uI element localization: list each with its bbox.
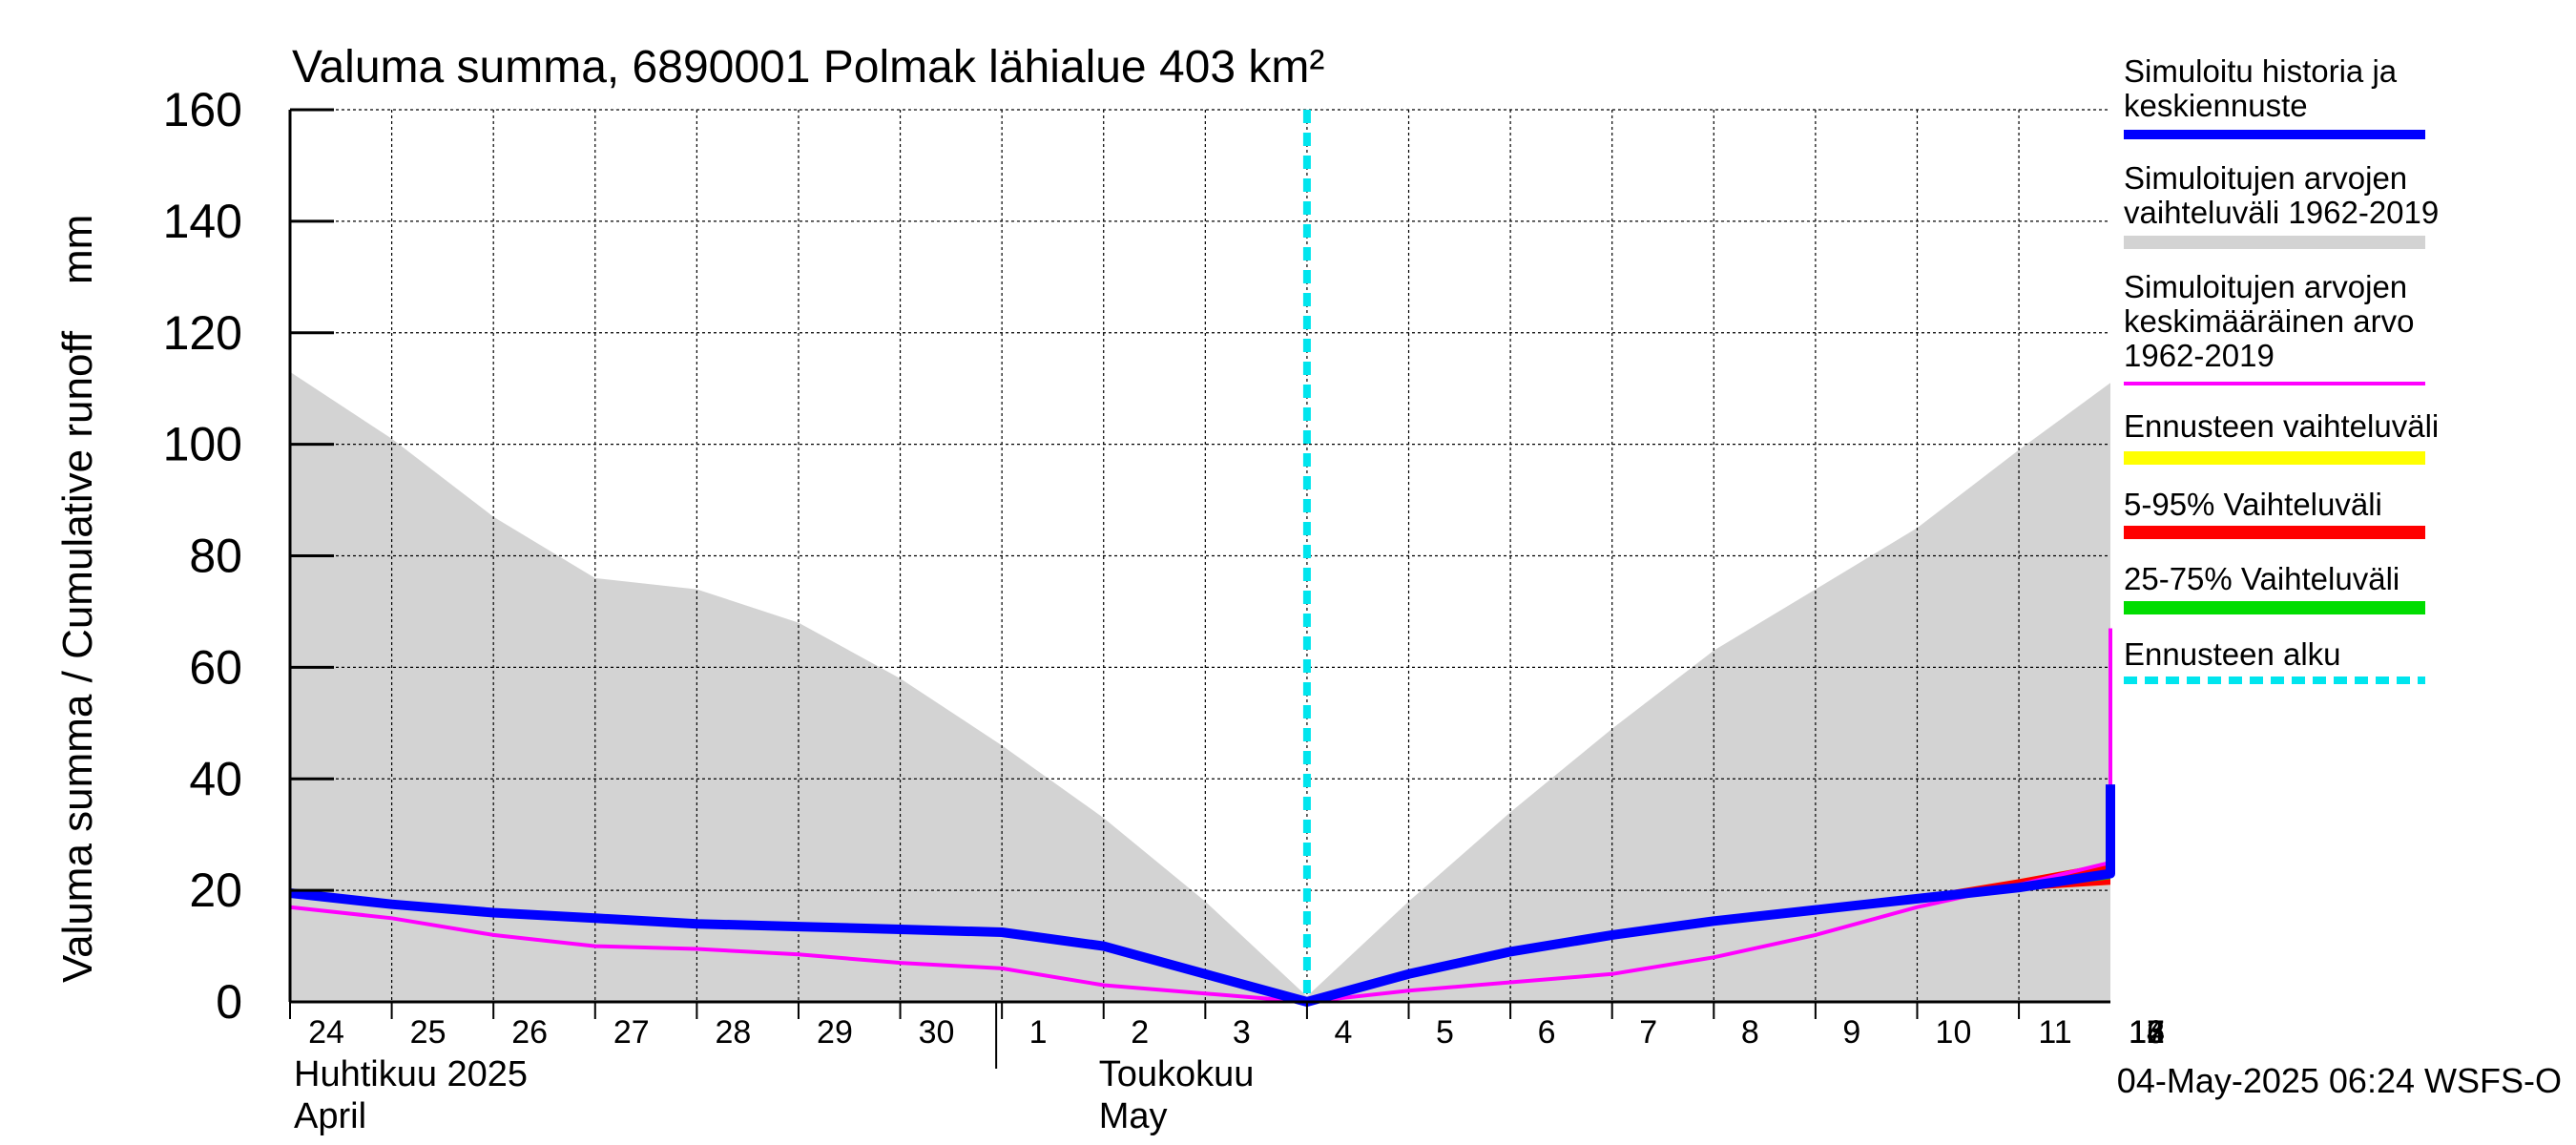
mean-line <box>289 628 2112 1005</box>
legend-label: Simuloitujen arvojen <box>2124 160 2407 196</box>
legend-entry: Ennusteen vaihteluväli <box>2124 408 2439 465</box>
legend-label: Simuloitu historia ja <box>2124 53 2398 89</box>
x-tick-label: 1 <box>1029 1014 1048 1051</box>
legend-label: 25-75% Vaihteluväli <box>2124 561 2399 596</box>
x-tick-label: 16 <box>2129 1014 2165 1051</box>
x-tick-label: 8 <box>1741 1014 1759 1051</box>
historical-range-band <box>290 187 2110 1003</box>
x-tick-label: 17 <box>2129 1014 2165 1051</box>
x-axis: 24 25 26 27 28 29 30 1 2 3 4 5 6 7 8 9 10 11 121314151617H… <box>289 1000 2165 1136</box>
x-tick-label: 13 <box>2129 1014 2165 1051</box>
y-axis: 0 20 40 60 80 100 120 140 160 <box>163 83 334 1029</box>
y-tick-label: 100 <box>163 418 242 471</box>
x-tick-label: 2 <box>1131 1014 1149 1051</box>
legend-entry: 25-75% Vaihteluväli <box>2124 561 2425 614</box>
x-tick-label: 10 <box>1936 1014 1972 1051</box>
y-tick-label: 120 <box>163 306 242 360</box>
x-tick-label: 11 <box>2038 1014 2071 1051</box>
month-label-fi: Toukokuu <box>1099 1054 1255 1094</box>
x-tick-label: 7 <box>1639 1014 1657 1051</box>
x-tick-label: 3 <box>1233 1014 1251 1051</box>
x-tick-label: 28 <box>715 1014 751 1051</box>
plot-area <box>289 109 2115 1007</box>
month-label-en: April <box>294 1096 366 1136</box>
y-tick-label: 80 <box>189 530 242 583</box>
x-tick-label: 9 <box>1842 1014 1860 1051</box>
footer-timestamp: 04-May-2025 06:24 WSFS-O <box>2117 1061 2562 1100</box>
y-tick-label: 60 <box>189 640 242 694</box>
chart-title: Valuma summa, 6890001 Polmak lähialue 40… <box>292 42 1324 93</box>
x-tick-label: 29 <box>817 1014 853 1051</box>
x-tick-label: 30 <box>919 1014 955 1051</box>
x-tick-label: 25 <box>410 1014 447 1051</box>
legend-label: Simuloitujen arvojen <box>2124 269 2407 304</box>
month-label-en: May <box>1099 1096 1168 1136</box>
x-tick-label: 6 <box>1538 1014 1556 1051</box>
legend-label: Ennusteen vaihteluväli <box>2124 408 2439 444</box>
legend-label: 1962-2019 <box>2124 338 2275 373</box>
y-tick-label: 140 <box>163 195 242 248</box>
x-tick-label: 24 <box>308 1014 344 1051</box>
y-tick-label: 0 <box>216 975 242 1029</box>
x-tick-label: 4 <box>1334 1014 1352 1051</box>
x-tick-label: 15 <box>2129 1014 2165 1051</box>
month-label-fi: Huhtikuu 2025 <box>294 1054 528 1094</box>
y-tick-label: 160 <box>163 83 242 136</box>
x-tick-label: 12 <box>2129 1014 2165 1051</box>
legend-label: Ennusteen alku <box>2124 636 2341 672</box>
median-forecast-line <box>289 784 2115 1007</box>
y-tick-label: 40 <box>189 752 242 805</box>
x-tick-label: 14 <box>2129 1014 2165 1051</box>
y-tick-label: 20 <box>189 864 242 917</box>
legend-label: keskimääräinen arvo <box>2124 303 2414 339</box>
x-tick-label: 5 <box>1436 1014 1454 1051</box>
legend-label: 5-95% Vaihteluväli <box>2124 487 2382 522</box>
legend-entry: Ennusteen alku <box>2124 636 2425 684</box>
legend-label: vaihteluväli 1962-2019 <box>2124 195 2439 230</box>
legend: Simuloitu historia jakeskiennusteSimuloi… <box>2124 53 2439 684</box>
x-tick-label: 27 <box>613 1014 650 1051</box>
y-axis-label: Valuma summa / Cumulative runoff mm <box>54 215 101 983</box>
legend-label: keskiennuste <box>2124 88 2308 123</box>
legend-entry: 5-95% Vaihteluväli <box>2124 487 2425 539</box>
x-tick-label: 26 <box>511 1014 548 1051</box>
